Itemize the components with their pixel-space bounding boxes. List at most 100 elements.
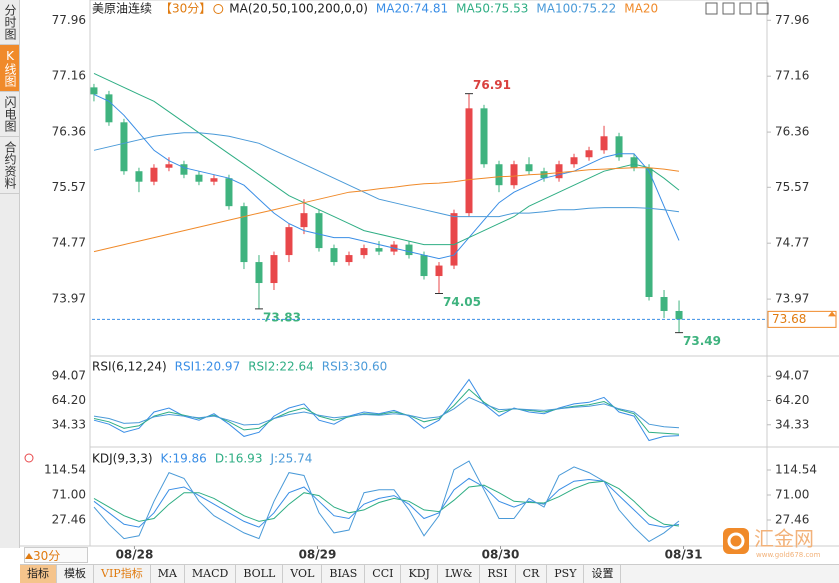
extreme-label: 73.49 [683,334,721,348]
y-tick-label: 76.36 [775,125,809,139]
dropdown-arrow [25,553,33,559]
watermark-name: 汇金网 [754,527,814,551]
period-button[interactable]: 30分 [24,547,88,563]
side-tab[interactable]: K线图 [0,45,19,92]
y-tick-label: 74.77 [775,236,809,250]
legend-entry: RSI1:20.97 [175,360,241,374]
panel-title: KDJ(9,3,3) [92,452,153,466]
toolbar-tab[interactable]: BOLL [236,565,284,583]
toolbar-tab[interactable]: CR [516,565,548,583]
last-price-label: 73.68 [772,312,806,326]
sidebar: 分时图 K线图 闪电图 合约资料 [0,0,20,548]
candle-body [615,136,623,158]
y-tick-label: 64.20 [52,393,86,407]
toolbar-tab[interactable]: KDJ [401,565,438,583]
y-tick-label: 34.33 [52,417,86,431]
y-tick-label: 114.54 [775,463,817,477]
x-tick-label: 08/31 [665,548,703,562]
toolbar-tab[interactable]: 指标 [20,565,57,583]
settings-icon[interactable] [24,453,34,463]
toolbar-tab[interactable]: CCI [365,565,402,583]
watermark: 汇金网 www.gold678.com [723,527,821,559]
y-tick-label: 34.33 [775,417,809,431]
candle-body [600,136,608,151]
y-tick-label: 77.96 [775,13,809,27]
y-tick-label: 74.77 [52,236,86,250]
candle-body [480,108,488,165]
candle-body [630,157,638,168]
candle-body [405,244,413,256]
toolbar-tab[interactable]: RSI [480,565,516,583]
panel-title: RSI(6,12,24) [92,360,167,374]
last-price-box [767,310,837,328]
toolbar-tab[interactable]: LW& [438,565,481,583]
candle-body [180,164,188,175]
candle-body [435,265,443,277]
toolbar-tab[interactable]: 设置 [584,565,622,583]
toolbar-tab[interactable]: MACD [185,565,237,583]
y-tick-label: 77.16 [775,69,809,83]
candle-body [465,108,473,214]
y-tick-label: 73.97 [775,292,809,306]
indicator-line [93,396,680,429]
toolbar-tab[interactable]: BIAS [322,565,366,583]
last-price-arrow [828,311,836,317]
toolbar-tab[interactable]: VOL [283,565,323,583]
toolbar: 指标 模板 VIP指标 MA MACD BOLL VOL BIAS CCI KDJ LW& RSI CR… [20,564,839,583]
candle-body [510,164,518,186]
legend-entry: RSI2:22.64 [248,360,314,374]
y-tick-label: 27.46 [52,512,86,526]
candle-body [90,87,98,95]
legend-entry: MA20:74.81 [376,2,448,16]
candle-body [420,255,428,277]
period: 【30分】 [160,2,211,16]
legend-entry: K:19.86 [161,452,207,466]
toolbar-tab[interactable]: VIP指标 [94,565,151,583]
symbol: 美原油连续 [92,1,152,16]
y-tick-label: 76.36 [52,125,86,139]
toolbar-tab[interactable]: 模板 [57,565,94,583]
legend-entry: J:25.74 [269,452,312,466]
indicator-line [93,460,680,543]
y-tick-label: 73.97 [52,292,86,306]
legend-entry: RSI3:30.60 [322,360,388,374]
candle-body [345,255,353,263]
y-tick-label: 77.96 [52,13,86,27]
candle-body [195,174,203,182]
toolbar-tab[interactable]: MA [151,565,185,583]
candle-body [255,262,263,284]
toolbar-icons[interactable] [705,2,769,15]
y-tick-label: 71.00 [52,488,86,502]
indicator-line [93,93,680,260]
candle-body [135,171,143,182]
legend-entry: MA100:75.22 [536,2,616,16]
y-tick-label: 75.57 [52,180,86,194]
x-tick-label: 08/28 [116,548,154,562]
candle-body [375,248,383,252]
extreme-label: 76.91 [473,78,511,92]
side-tab[interactable]: 分时图 [0,0,19,45]
x-tick-label: 08/29 [299,548,337,562]
candle-body [240,206,248,263]
candle-body [570,157,578,165]
candle-body [330,248,338,263]
candle-body [675,310,683,320]
legend-entry: MA20 [624,2,658,16]
indicator-line [93,378,680,442]
candle-body [360,248,368,256]
legend-entry: MA50:75.53 [456,2,528,16]
candle-body [540,171,548,179]
indicator-line [93,167,680,253]
side-tab[interactable]: 闪电图 [0,92,19,137]
toolbar-tab[interactable]: PSY [547,565,585,583]
candle-body [300,213,308,228]
candle-body [105,94,113,123]
indicator-line [93,477,680,528]
side-tab[interactable]: 合约资料 [0,137,19,194]
y-tick-label: 77.16 [52,69,86,83]
collapse-icon [213,4,224,14]
indicator: MA(20,50,100,200,0,0) [229,2,368,16]
candle-body [585,150,593,158]
